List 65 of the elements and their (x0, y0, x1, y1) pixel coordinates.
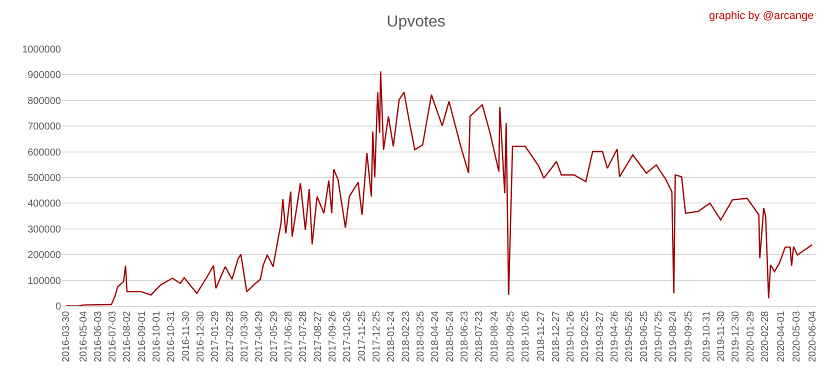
y-tick-label: 900000 (28, 70, 62, 82)
y-tick-label: 800000 (28, 96, 62, 107)
x-tick-label: 2020-04-01 (776, 310, 788, 362)
x-tick-label: 2017-09-26 (327, 310, 338, 362)
x-tick-label: 2019-03-27 (594, 310, 606, 362)
x-tick-label: 2018-01-24 (386, 310, 398, 362)
x-tick-label: 2018-08-24 (490, 310, 501, 362)
x-tick-label: 2020-02-28 (760, 310, 771, 362)
x-tick-label: 2018-09-25 (505, 310, 516, 362)
x-tick-label: 2017-08-27 (312, 310, 324, 362)
x-tick-label: 2016-07-03 (108, 310, 119, 362)
x-tick-label: 2018-05-24 (444, 310, 456, 362)
x-tick-label: 2019-06-25 (638, 310, 650, 362)
y-tick-label: 600000 (28, 147, 62, 158)
y-tick-label: 1000000 (22, 44, 62, 56)
y-tick-label: 0 (55, 302, 62, 312)
x-tick-label: 2017-04-29 (254, 310, 266, 362)
x-tick-label: 2020-01-29 (745, 310, 756, 362)
x-tick-label: 2016-11-30 (180, 310, 192, 362)
x-tick-label: 2016-09-01 (136, 310, 148, 362)
x-tick-label: 2017-05-29 (268, 310, 280, 362)
x-tick-label: 2016-03-30 (61, 310, 72, 362)
x-tick-label: 2017-02-28 (224, 310, 236, 362)
x-tick-label: 2017-10-26 (342, 310, 354, 362)
y-tick-label: 100000 (28, 276, 62, 287)
x-tick-label: 2018-07-23 (474, 310, 486, 362)
y-tick-label: 300000 (28, 224, 62, 236)
x-tick-label: 2019-05-26 (624, 310, 636, 362)
x-tick-label: 2017-07-28 (298, 310, 310, 362)
x-tick-label: 2018-04-24 (430, 310, 442, 362)
x-tick-label: 2019-09-25 (684, 310, 695, 362)
y-tick-label: 500000 (28, 173, 62, 184)
x-tick-label: 2018-03-25 (415, 310, 426, 362)
x-tick-label: 2018-02-23 (400, 310, 412, 362)
chart-title: Upvotes (386, 13, 446, 30)
x-tick-label: 2016-08-02 (122, 310, 134, 362)
x-tick-label: 2019-08-24 (668, 310, 680, 362)
line-series (65, 70, 813, 306)
x-tick-label: 2018-06-23 (459, 310, 470, 362)
x-tick-label: 2019-07-25 (653, 310, 664, 362)
x-tick-label: 2016-10-01 (152, 310, 163, 362)
x-tick-label: 2016-05-04 (78, 310, 90, 362)
text: graphic by @arcange (709, 10, 814, 22)
x-tick-label: 2016-06-03 (92, 310, 104, 362)
x-tick-label: 2020-05-03 (792, 310, 803, 362)
x-tick-label: 2017-12-25 (371, 310, 382, 362)
x-tick-label: 2020-06-04 (807, 310, 818, 362)
x-tick-label: 2016-10-31 (166, 310, 178, 362)
x-tick-label: 2017-06-28 (284, 310, 294, 362)
x-tick-label: 2019-02-25 (580, 310, 592, 362)
x-tick-label: 2018-10-26 (520, 310, 532, 362)
x-tick-label: 2018-12-27 (550, 310, 562, 362)
y-tick-label: 700000 (28, 122, 62, 133)
x-tick-label: 2017-01-29 (210, 310, 222, 362)
x-tick-label: 2016-12-30 (196, 310, 207, 362)
x-tick-label: 2018-11-27 (536, 310, 548, 362)
y-tick-label: 200000 (28, 250, 62, 262)
x-tick-label: 2019-12-30 (730, 310, 742, 362)
x-tick-label: 2019-11-30 (716, 310, 727, 362)
x-tick-label: 2019-04-26 (609, 310, 620, 362)
y-tick-label: 400000 (28, 198, 62, 210)
x-tick-label: 2019-10-31 (701, 310, 712, 362)
x-tick-label: 2017-03-30 (240, 310, 251, 362)
x-tick-label: 2019-01-26 (565, 310, 576, 362)
x-tick-label: 2017-11-25 (356, 310, 368, 362)
